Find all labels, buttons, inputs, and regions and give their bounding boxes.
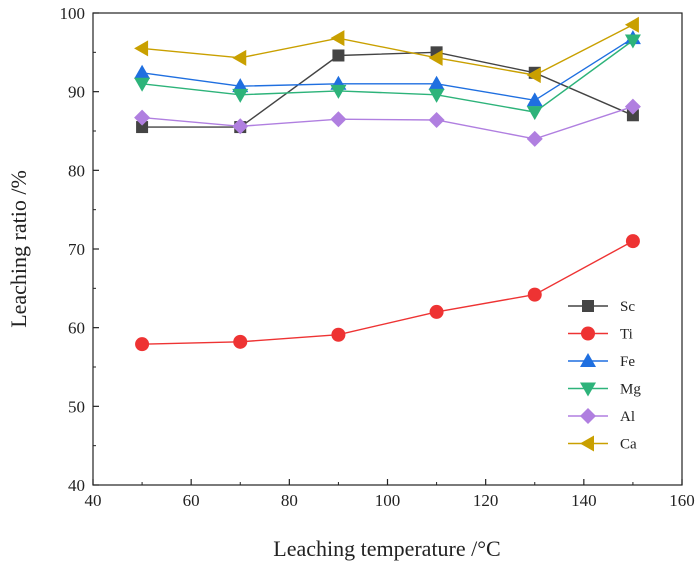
data-point-ca bbox=[330, 30, 345, 47]
series-mg bbox=[134, 34, 641, 121]
legend-label: Fe bbox=[620, 354, 635, 370]
x-tick-label: 140 bbox=[571, 491, 597, 510]
series-layer bbox=[134, 16, 641, 352]
legend-marker bbox=[580, 382, 596, 397]
legend: Sc Ti Fe Mg Al Ca bbox=[568, 299, 641, 453]
y-tick-label: 70 bbox=[68, 240, 85, 259]
data-point-sc bbox=[626, 109, 639, 122]
y-axis-ticks: 40 50 60 70 80 90 100 bbox=[60, 4, 99, 495]
legend-label: Mg bbox=[620, 382, 641, 398]
series-line-al bbox=[142, 105, 634, 140]
legend-marker bbox=[580, 353, 596, 367]
legend-marker bbox=[582, 300, 594, 312]
legend-label: Al bbox=[620, 409, 635, 425]
x-tick-label: 40 bbox=[85, 491, 102, 510]
legend-item-mg: Mg bbox=[568, 382, 641, 398]
legend-marker bbox=[580, 435, 594, 452]
data-point-mg bbox=[428, 88, 445, 103]
series-ca bbox=[134, 16, 639, 84]
x-tick-label: 100 bbox=[375, 491, 401, 510]
x-tick-label: 60 bbox=[183, 491, 200, 510]
data-point-ti bbox=[135, 337, 150, 352]
x-axis-ticks: 40 60 80 100 120 140 160 bbox=[85, 479, 695, 510]
data-point-mg bbox=[330, 84, 347, 99]
data-point-fe bbox=[428, 75, 445, 90]
data-point-ti bbox=[429, 304, 444, 319]
data-point-al bbox=[526, 130, 543, 147]
data-point-fe bbox=[526, 92, 543, 107]
data-point-ca bbox=[232, 49, 247, 66]
legend-item-ti: Ti bbox=[568, 326, 633, 343]
series-line-sc bbox=[142, 51, 634, 128]
data-point-mg bbox=[526, 106, 543, 121]
data-point-ti bbox=[527, 287, 542, 302]
data-point-mg bbox=[232, 88, 249, 103]
series-line-ca bbox=[142, 24, 634, 76]
y-axis-title: Leaching ratio /% bbox=[6, 170, 31, 328]
legend-marker bbox=[581, 326, 595, 341]
series-line-ti bbox=[142, 240, 634, 345]
data-point-ca bbox=[624, 16, 639, 33]
x-tick-label: 80 bbox=[281, 491, 298, 510]
series-fe bbox=[134, 30, 641, 107]
data-point-al bbox=[330, 111, 347, 128]
series-line-mg bbox=[142, 39, 634, 113]
data-point-ti bbox=[625, 234, 640, 249]
data-point-fe bbox=[232, 78, 249, 93]
data-point-sc bbox=[136, 121, 149, 134]
legend-item-al: Al bbox=[568, 408, 635, 425]
legend-item-fe: Fe bbox=[568, 353, 635, 370]
legend-label: Sc bbox=[620, 299, 635, 315]
legend-label: Ti bbox=[620, 327, 633, 343]
data-point-al bbox=[624, 98, 641, 115]
y-tick-label: 90 bbox=[68, 83, 85, 102]
data-point-ca bbox=[428, 49, 443, 66]
series-al bbox=[134, 98, 641, 147]
data-point-ca bbox=[526, 67, 541, 84]
data-point-mg bbox=[624, 34, 641, 49]
data-point-al bbox=[428, 111, 445, 128]
y-tick-label: 80 bbox=[68, 161, 85, 180]
x-tick-label: 160 bbox=[669, 491, 695, 510]
data-point-ca bbox=[134, 40, 149, 57]
y-tick-label: 100 bbox=[60, 4, 86, 23]
y-tick-label: 60 bbox=[68, 319, 85, 338]
legend-marker bbox=[580, 408, 596, 424]
y-tick-label: 50 bbox=[68, 397, 85, 416]
y-tick-label: 40 bbox=[68, 476, 85, 495]
x-axis-title: Leaching temperature /°C bbox=[273, 536, 500, 561]
data-point-ti bbox=[331, 327, 346, 342]
legend-label: Ca bbox=[620, 437, 637, 453]
legend-item-sc: Sc bbox=[568, 299, 635, 315]
data-point-mg bbox=[134, 77, 151, 92]
x-tick-label: 120 bbox=[473, 491, 499, 510]
data-point-fe bbox=[134, 64, 151, 79]
legend-item-ca: Ca bbox=[568, 435, 637, 453]
data-point-al bbox=[134, 109, 151, 126]
data-point-ti bbox=[233, 334, 248, 349]
data-point-al bbox=[232, 118, 249, 135]
data-point-sc bbox=[332, 49, 345, 62]
series-ti bbox=[135, 234, 640, 352]
series-line-fe bbox=[142, 37, 634, 102]
